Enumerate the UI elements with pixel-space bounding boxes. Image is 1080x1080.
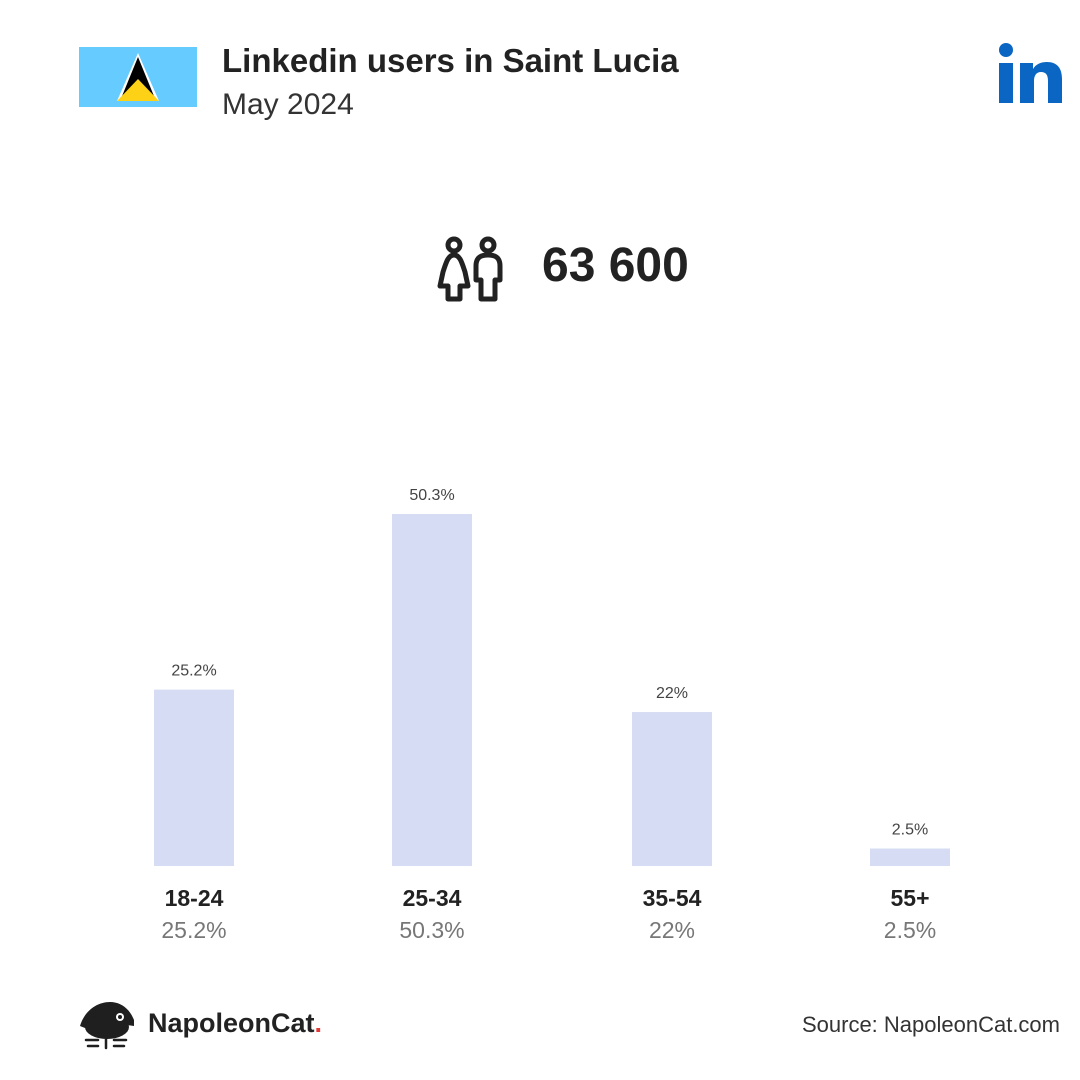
bar-35-54	[632, 712, 712, 866]
linkedin-icon	[999, 43, 1062, 103]
bar-value-label: 25.2%	[171, 663, 216, 680]
category-percent-label: 50.3%	[399, 917, 464, 943]
category-label: 18-24	[165, 885, 224, 911]
brand-dot: .	[314, 1008, 323, 1038]
bar-value-label: 50.3%	[409, 487, 454, 504]
bar-55+	[870, 848, 950, 866]
category-label: 35-54	[643, 885, 702, 911]
category-percent-label: 25.2%	[161, 917, 226, 943]
bar-value-label: 22%	[656, 685, 688, 702]
page-title: Linkedin users in Saint Lucia	[222, 42, 679, 79]
page-subtitle: May 2024	[222, 88, 354, 121]
total-users-value: 63 600	[542, 239, 689, 292]
users-icon	[437, 236, 503, 302]
category-percent-label: 2.5%	[884, 917, 936, 943]
category-label: 25-34	[403, 885, 462, 911]
brand-name-text: NapoleonCat	[148, 1008, 315, 1038]
napoleoncat-logo-icon	[80, 1002, 134, 1050]
source-credit: Source: NapoleonCat.com	[801, 1012, 1060, 1037]
bar-25-34	[392, 514, 472, 866]
category-percent-label: 22%	[649, 917, 695, 943]
saint-lucia-flag-icon	[79, 47, 197, 107]
bar-value-label: 2.5%	[892, 822, 928, 839]
category-label: 55+	[890, 885, 929, 911]
brand-name: NapoleonCat.	[148, 1008, 322, 1039]
bar-18-24	[154, 689, 234, 866]
